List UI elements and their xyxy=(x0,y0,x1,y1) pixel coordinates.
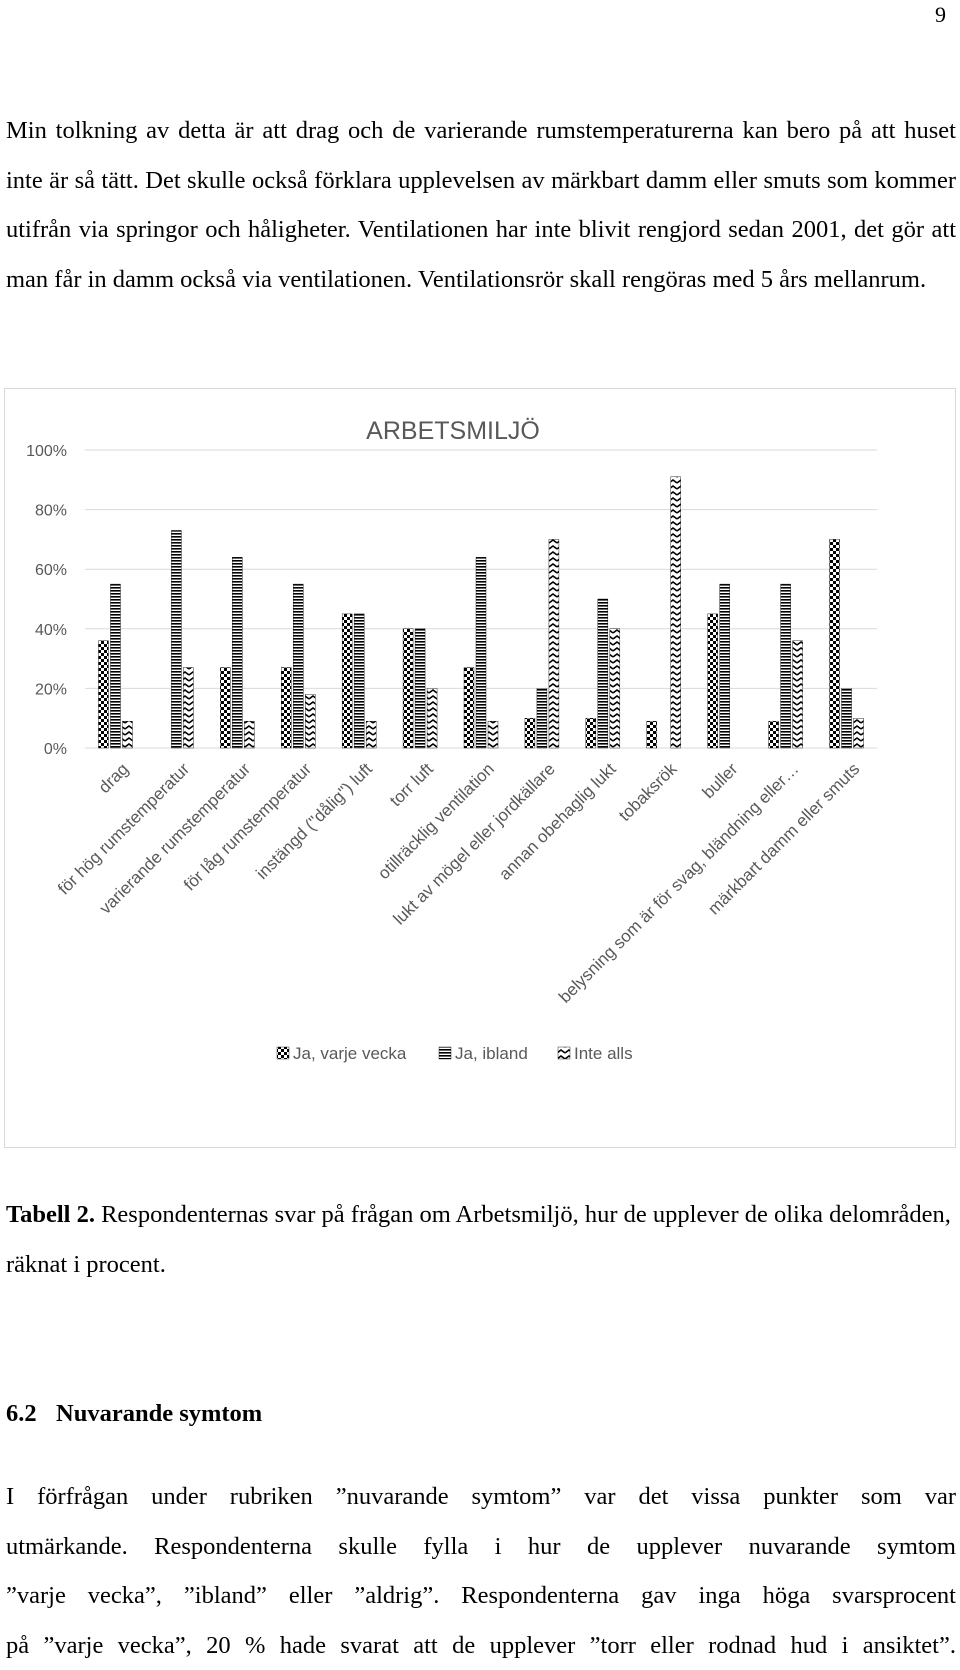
bar xyxy=(354,614,364,748)
bar xyxy=(244,721,254,748)
bar xyxy=(488,721,498,748)
bars xyxy=(98,477,863,748)
bar xyxy=(305,694,315,748)
x-tick-label: annan obehaglig lukt xyxy=(495,759,620,884)
bar xyxy=(183,668,193,748)
caption-text: Respondenternas svar på frågan om Arbets… xyxy=(6,1201,951,1278)
x-tick-label: otillräcklig ventilation xyxy=(374,759,498,883)
body-line: ”varje vecka”, ”ibland” eller ”aldrig”. … xyxy=(6,1571,956,1621)
legend-label: Inte alls xyxy=(574,1044,633,1063)
table-caption: Tabell 2. Respondenternas svar på frågan… xyxy=(6,1190,956,1290)
intro-paragraph: Min tolkning av detta är att drag och de… xyxy=(6,106,956,304)
bar xyxy=(342,614,352,748)
bar xyxy=(549,539,559,748)
bar xyxy=(854,718,864,748)
legend-label: Ja, ibland xyxy=(455,1044,528,1063)
bar xyxy=(586,718,596,748)
bar xyxy=(610,629,620,748)
bar xyxy=(415,629,425,748)
legend-swatch xyxy=(277,1047,289,1059)
x-tick-label: drag xyxy=(95,759,132,796)
bar xyxy=(281,668,291,748)
bar xyxy=(769,721,779,748)
y-tick-label: 100% xyxy=(26,443,67,460)
caption-label: Tabell 2. xyxy=(6,1201,95,1228)
bar xyxy=(842,688,852,748)
y-tick-label: 40% xyxy=(35,622,67,639)
bar xyxy=(293,584,303,748)
x-tick-label: buller xyxy=(699,759,742,802)
legend-swatch xyxy=(439,1047,451,1059)
bar xyxy=(464,668,474,748)
bar xyxy=(708,614,718,748)
bar xyxy=(525,718,535,748)
section-number: 6.2 xyxy=(6,1400,56,1428)
y-tick-label: 20% xyxy=(35,681,67,698)
bar xyxy=(647,721,657,748)
bar xyxy=(98,641,108,748)
chart-title: ARBETSMILJÖ xyxy=(366,417,540,445)
x-tick-label: torr luft xyxy=(386,759,437,810)
body-paragraph: I förfrågan under rubriken ”nuvarande sy… xyxy=(6,1472,956,1670)
page-number: 9 xyxy=(935,2,946,28)
bar xyxy=(122,721,132,748)
bar xyxy=(171,530,181,748)
bar xyxy=(232,557,242,748)
section-title: Nuvarande symtom xyxy=(56,1400,262,1427)
body-line: I förfrågan under rubriken ”nuvarande sy… xyxy=(6,1472,956,1522)
y-tick-label: 60% xyxy=(35,562,67,579)
bar xyxy=(110,584,120,748)
bar xyxy=(427,688,437,748)
bar xyxy=(830,539,840,748)
y-tick-label: 0% xyxy=(44,741,67,758)
bar xyxy=(220,668,230,748)
legend-label: Ja, varje vecka xyxy=(293,1044,407,1063)
x-tick-label: tobaksrök xyxy=(615,759,681,825)
legend-swatch xyxy=(558,1047,570,1059)
bar xyxy=(537,688,547,748)
bar xyxy=(781,584,791,748)
y-tick-label: 80% xyxy=(35,503,67,520)
y-axis-tick-labels: 0% 20% 40% 60% 80% 100% xyxy=(26,443,67,758)
x-tick-label: instängd ("dålig") luft xyxy=(252,759,376,883)
body-line: utmärkande. Respondenterna skulle fylla … xyxy=(6,1522,956,1572)
bar xyxy=(671,477,681,748)
legend: Ja, varje vecka Ja, ibland Inte alls xyxy=(277,1044,633,1063)
bar xyxy=(720,584,730,748)
bar xyxy=(476,557,486,748)
bar xyxy=(598,599,608,748)
bar xyxy=(366,721,376,748)
bar xyxy=(793,641,803,748)
bar xyxy=(403,629,413,748)
